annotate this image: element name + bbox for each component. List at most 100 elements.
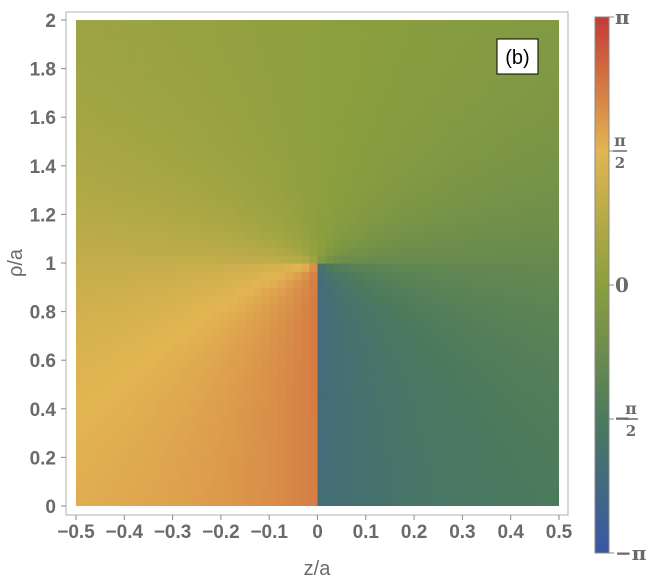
heatmap-cell bbox=[309, 287, 319, 296]
heatmap-cell bbox=[301, 36, 311, 45]
heatmap-cell bbox=[406, 36, 415, 45]
heatmap-cell bbox=[422, 92, 431, 102]
heatmap-cell bbox=[132, 319, 141, 329]
heatmap-cell bbox=[550, 165, 559, 175]
heatmap-cell bbox=[180, 141, 190, 151]
heatmap-cell bbox=[156, 352, 166, 361]
heatmap-cell bbox=[245, 295, 254, 305]
heatmap-cell bbox=[317, 165, 327, 175]
heatmap-cell bbox=[550, 497, 559, 506]
heatmap-cell bbox=[92, 279, 101, 288]
heatmap-cell bbox=[454, 279, 463, 288]
heatmap-cell bbox=[486, 497, 496, 506]
heatmap-cell bbox=[237, 384, 246, 394]
heatmap-cell bbox=[196, 165, 206, 175]
heatmap-cell bbox=[446, 449, 455, 458]
heatmap-cell bbox=[309, 125, 319, 134]
heatmap-cell bbox=[502, 246, 512, 256]
heatmap-cell bbox=[349, 254, 359, 264]
heatmap-cell bbox=[430, 392, 439, 402]
heatmap-cell bbox=[196, 141, 206, 151]
heatmap-cell bbox=[164, 384, 174, 394]
heatmap-cell bbox=[518, 465, 528, 475]
heatmap-cell bbox=[462, 206, 472, 215]
heatmap-cell bbox=[108, 109, 117, 118]
heatmap-cell bbox=[349, 335, 359, 345]
heatmap-cell bbox=[277, 190, 286, 199]
heatmap-cell bbox=[301, 214, 311, 224]
heatmap-cell bbox=[164, 457, 174, 467]
heatmap-cell bbox=[414, 222, 423, 232]
heatmap-cell bbox=[172, 165, 182, 175]
heatmap-cell bbox=[245, 20, 254, 29]
heatmap-cell bbox=[309, 433, 319, 442]
heatmap-cell bbox=[116, 344, 125, 353]
heatmap-cell bbox=[204, 392, 214, 402]
heatmap-cell bbox=[92, 271, 101, 280]
heatmap-cell bbox=[293, 352, 302, 361]
heatmap-cell bbox=[325, 68, 335, 78]
heatmap-cell bbox=[542, 376, 552, 386]
heatmap-cell bbox=[212, 425, 222, 434]
heatmap-cell bbox=[406, 303, 415, 313]
heatmap-cell bbox=[518, 230, 528, 240]
heatmap-cell bbox=[534, 44, 544, 53]
heatmap-cell bbox=[438, 441, 447, 450]
heatmap-cell bbox=[108, 352, 117, 361]
heatmap-cell bbox=[269, 392, 278, 402]
heatmap-cell bbox=[188, 190, 198, 199]
heatmap-cell bbox=[269, 36, 278, 45]
heatmap-cell bbox=[156, 141, 166, 151]
heatmap-cell bbox=[212, 368, 222, 377]
heatmap-cell bbox=[510, 408, 520, 418]
heatmap-cell bbox=[406, 473, 415, 483]
heatmap-cell bbox=[293, 408, 302, 418]
heatmap-cell bbox=[373, 392, 383, 402]
heatmap-cell bbox=[124, 344, 133, 353]
heatmap-cell bbox=[325, 368, 335, 377]
heatmap-cell bbox=[478, 157, 488, 167]
heatmap-cell bbox=[285, 327, 294, 337]
heatmap-cell bbox=[422, 327, 431, 337]
heatmap-cell bbox=[180, 295, 190, 305]
heatmap-cell bbox=[108, 392, 117, 402]
heatmap-cell bbox=[164, 254, 174, 264]
heatmap-cell bbox=[381, 117, 391, 126]
heatmap-cell bbox=[534, 28, 544, 37]
heatmap-cell bbox=[325, 279, 335, 288]
heatmap-cell bbox=[438, 425, 447, 434]
heatmap-cell bbox=[550, 214, 559, 224]
heatmap-cell bbox=[172, 44, 182, 53]
heatmap-cell bbox=[140, 60, 150, 70]
heatmap-cell bbox=[406, 457, 415, 467]
heatmap-cell bbox=[389, 206, 399, 215]
heatmap-cell bbox=[398, 101, 407, 110]
y-tick-label: 0.4 bbox=[30, 400, 57, 421]
heatmap-cell bbox=[430, 230, 439, 240]
heatmap-cell bbox=[76, 408, 85, 418]
heatmap-cell bbox=[180, 117, 190, 126]
heatmap-cell bbox=[124, 392, 133, 402]
heatmap-cell bbox=[414, 20, 423, 29]
heatmap-cell bbox=[430, 303, 439, 313]
colorbar-tick-label: 0 bbox=[615, 273, 629, 297]
heatmap-cell bbox=[462, 352, 472, 361]
heatmap-cell bbox=[285, 76, 294, 86]
heatmap-cell bbox=[172, 109, 182, 118]
heatmap-cell bbox=[188, 84, 198, 94]
heatmap-cell bbox=[381, 352, 391, 361]
heatmap-cell bbox=[100, 206, 109, 215]
heatmap-cell bbox=[317, 376, 327, 386]
heatmap-cell bbox=[84, 279, 93, 288]
heatmap-cell bbox=[301, 465, 311, 475]
heatmap-cell bbox=[438, 449, 447, 458]
heatmap-cell bbox=[365, 28, 375, 37]
heatmap-cell bbox=[172, 263, 182, 272]
heatmap-cell bbox=[245, 92, 254, 102]
heatmap-cell bbox=[196, 20, 206, 29]
heatmap-cell bbox=[172, 198, 182, 207]
heatmap-cell bbox=[277, 109, 286, 118]
heatmap-cell bbox=[269, 433, 278, 442]
heatmap-cell bbox=[172, 335, 182, 345]
heatmap-cell bbox=[349, 214, 359, 224]
